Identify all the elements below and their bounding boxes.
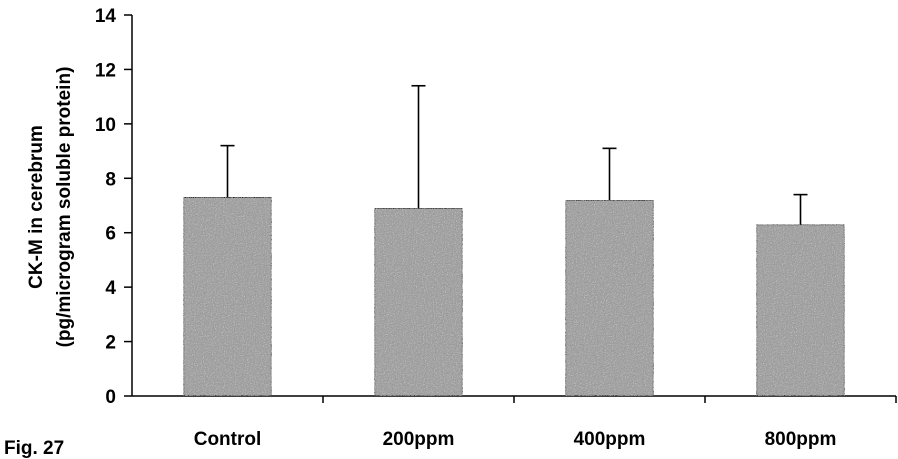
x-tick-label: 800ppm [765, 429, 837, 450]
y-tick-label: 0 [105, 387, 116, 408]
y-tick-label: 4 [105, 278, 116, 299]
y-tick-label: 10 [95, 115, 116, 136]
y-tick-label: 8 [105, 169, 116, 190]
x-tick-label: Control [194, 429, 262, 450]
figure-label: Fig. 27 [4, 438, 64, 459]
bar-400ppm [564, 199, 655, 397]
y-tick-label: 6 [105, 224, 116, 245]
y-axis-title-line1: CK-M in cerebrum [26, 125, 47, 289]
x-tick-label: 200ppm [383, 429, 455, 450]
x-tick-label: 400ppm [574, 429, 646, 450]
y-axis-title: CK-M in cerebrum (pg/microgram soluble p… [26, 67, 75, 348]
y-axis-title-line2: (pg/microgram soluble protein) [54, 67, 75, 348]
y-tick-label: 12 [95, 60, 116, 81]
y-tick-label: 14 [95, 6, 117, 27]
plot-area: 0 2 4 6 8 10 12 14 Control 200ppm 400ppm 800ppm [95, 6, 897, 450]
y-tick-label: 2 [105, 333, 116, 354]
bar-200ppm [373, 207, 464, 397]
bar-800ppm [755, 223, 846, 397]
bar-control [182, 196, 273, 397]
